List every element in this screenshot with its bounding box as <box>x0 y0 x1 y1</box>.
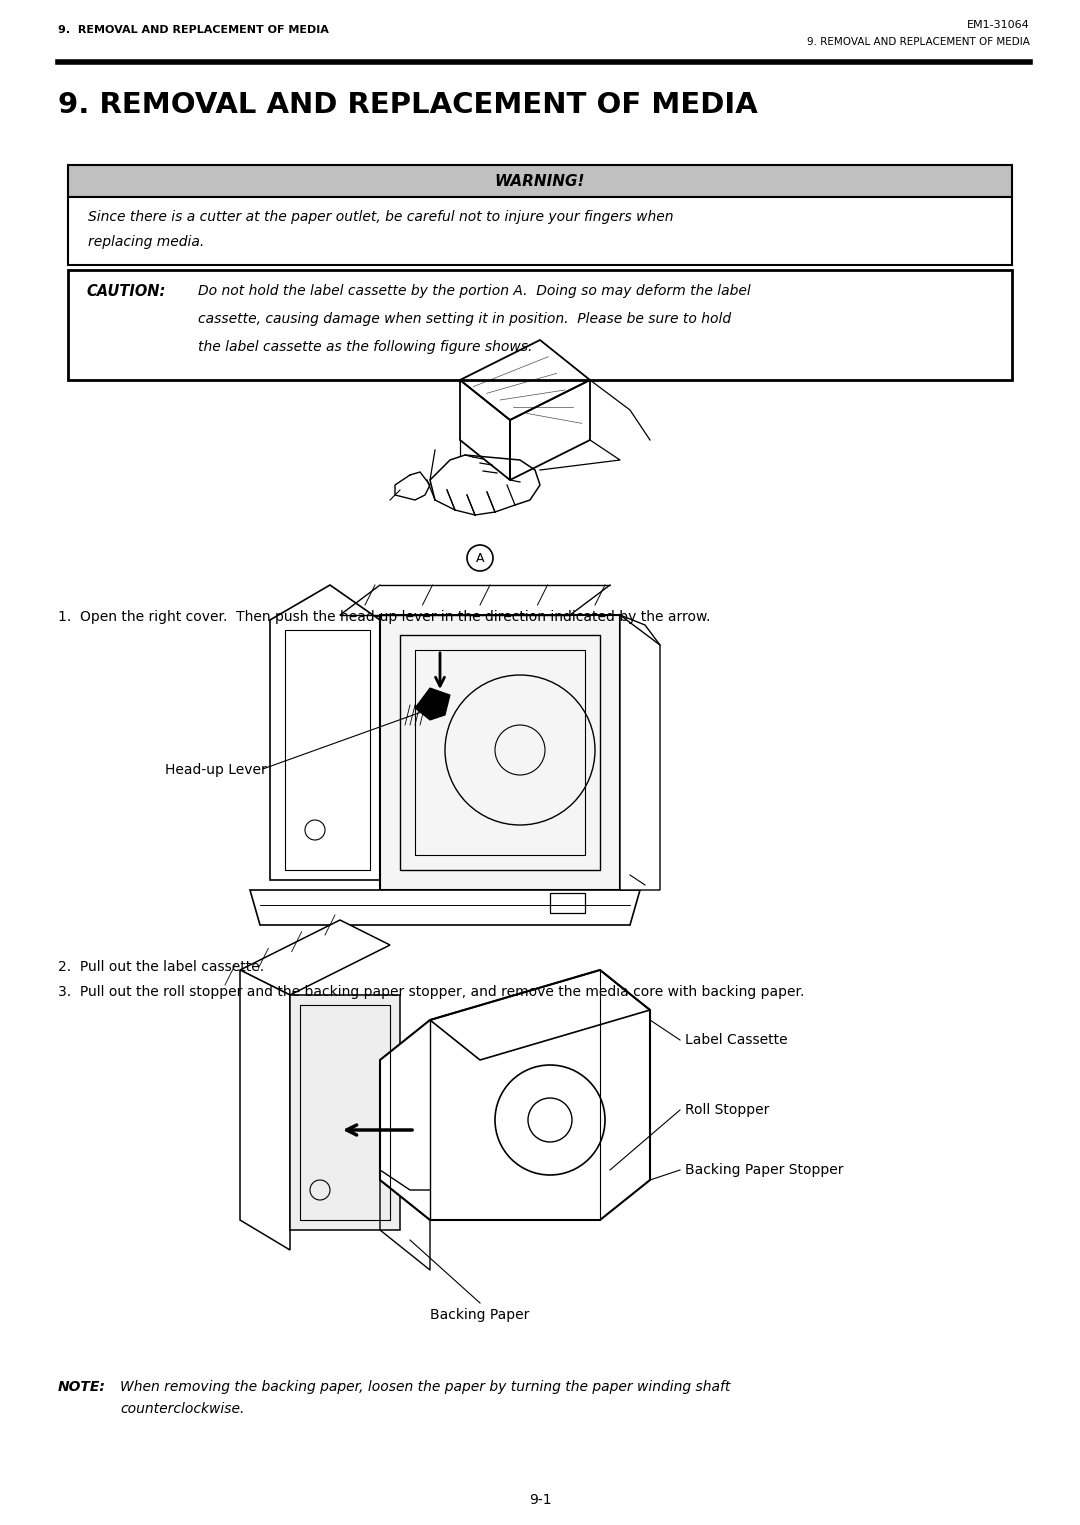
Bar <box>68 270 1012 380</box>
Text: Do not hold the label cassette by the portion A.  Doing so may deform the label: Do not hold the label cassette by the po… <box>198 284 751 297</box>
Text: WARNING!: WARNING! <box>495 174 585 189</box>
Text: CAUTION:: CAUTION: <box>86 284 165 299</box>
Polygon shape <box>415 688 450 720</box>
Text: 9. REMOVAL AND REPLACEMENT OF MEDIA: 9. REMOVAL AND REPLACEMENT OF MEDIA <box>58 92 758 119</box>
Bar <box>68 197 1012 265</box>
Text: cassette, causing damage when setting it in position.  Please be sure to hold: cassette, causing damage when setting it… <box>198 313 731 326</box>
Text: Roll Stopper: Roll Stopper <box>685 1103 769 1116</box>
Text: EM1-31064: EM1-31064 <box>968 20 1030 30</box>
Text: Backing Paper Stopper: Backing Paper Stopper <box>685 1164 843 1177</box>
Text: When removing the backing paper, loosen the paper by turning the paper winding s: When removing the backing paper, loosen … <box>120 1380 730 1394</box>
Bar <box>68 165 1012 197</box>
Text: 9-1: 9-1 <box>529 1493 551 1507</box>
Polygon shape <box>291 994 400 1231</box>
Bar <box>550 894 585 913</box>
Text: Head-up Lever: Head-up Lever <box>165 762 267 778</box>
Text: counterclockwise.: counterclockwise. <box>120 1401 244 1417</box>
Text: 9. REMOVAL AND REPLACEMENT OF MEDIA: 9. REMOVAL AND REPLACEMENT OF MEDIA <box>807 37 1030 47</box>
Polygon shape <box>380 615 620 891</box>
Polygon shape <box>240 970 291 1250</box>
Text: Since there is a cutter at the paper outlet, be careful not to injure your finge: Since there is a cutter at the paper out… <box>87 210 674 224</box>
Text: the label cassette as the following figure shows.: the label cassette as the following figu… <box>198 340 532 354</box>
Text: Backing Paper: Backing Paper <box>430 1308 529 1322</box>
Text: NOTE:: NOTE: <box>58 1380 106 1394</box>
Polygon shape <box>240 920 390 994</box>
Text: 2.  Pull out the label cassette.: 2. Pull out the label cassette. <box>58 961 265 974</box>
Text: 3.  Pull out the roll stopper and the backing paper stopper, and remove the medi: 3. Pull out the roll stopper and the bac… <box>58 985 805 999</box>
Polygon shape <box>620 615 660 891</box>
Text: replacing media.: replacing media. <box>87 235 204 249</box>
Text: 1.  Open the right cover.  Then push the head-up lever in the direction indicate: 1. Open the right cover. Then push the h… <box>58 610 711 624</box>
Text: Label Cassette: Label Cassette <box>685 1032 787 1048</box>
Text: A: A <box>476 552 484 564</box>
Polygon shape <box>380 970 650 1220</box>
Polygon shape <box>270 586 380 880</box>
Polygon shape <box>249 891 640 926</box>
Text: 9.  REMOVAL AND REPLACEMENT OF MEDIA: 9. REMOVAL AND REPLACEMENT OF MEDIA <box>58 24 329 35</box>
